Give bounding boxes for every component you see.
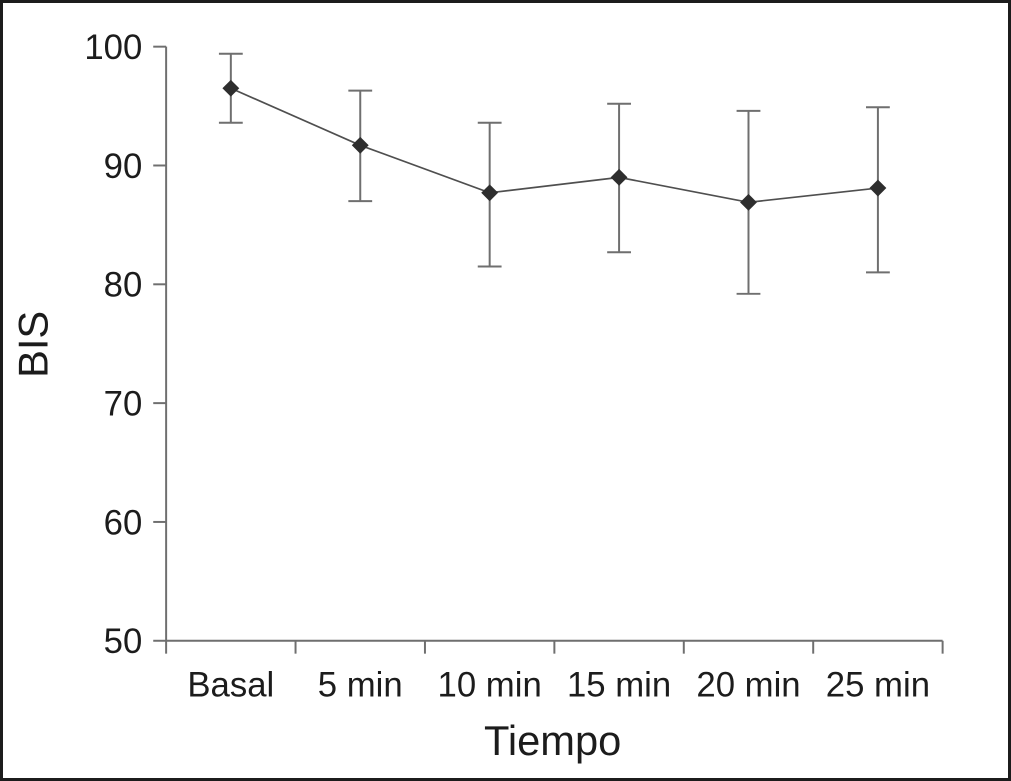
x-category-label: 20 min [696,666,800,704]
y-tick-label: 50 [104,623,143,661]
y-axis-title: BIS [10,311,57,378]
data-point-marker [222,79,240,97]
x-category-label: 25 min [826,666,930,704]
data-point-marker [869,179,887,197]
y-tick-label: 100 [84,29,142,67]
x-category-label: 10 min [438,666,542,704]
x-axis-title: Tiempo [484,717,621,764]
x-category-label: Basal [187,666,274,704]
bis-line-chart: 50 60 70 80 90 100 Basal 5 min 10 min 15 min 20 mi… [10,29,944,764]
series-line [230,87,879,204]
data-point-marker [610,168,628,186]
y-tick-label: 60 [104,504,143,542]
x-category-label: 15 min [567,666,671,704]
y-tick-label: 70 [104,386,143,424]
data-point-marker [740,193,757,211]
x-category-label: 5 min [318,666,403,704]
chart-plot-area: 50 60 70 80 90 100 Basal 5 min 10 min 15 min 20 mi… [84,29,944,704]
y-tick-label: 90 [104,148,143,186]
y-tick-label: 80 [104,267,143,305]
data-point-marker [481,184,499,202]
data-point-marker [351,136,369,154]
